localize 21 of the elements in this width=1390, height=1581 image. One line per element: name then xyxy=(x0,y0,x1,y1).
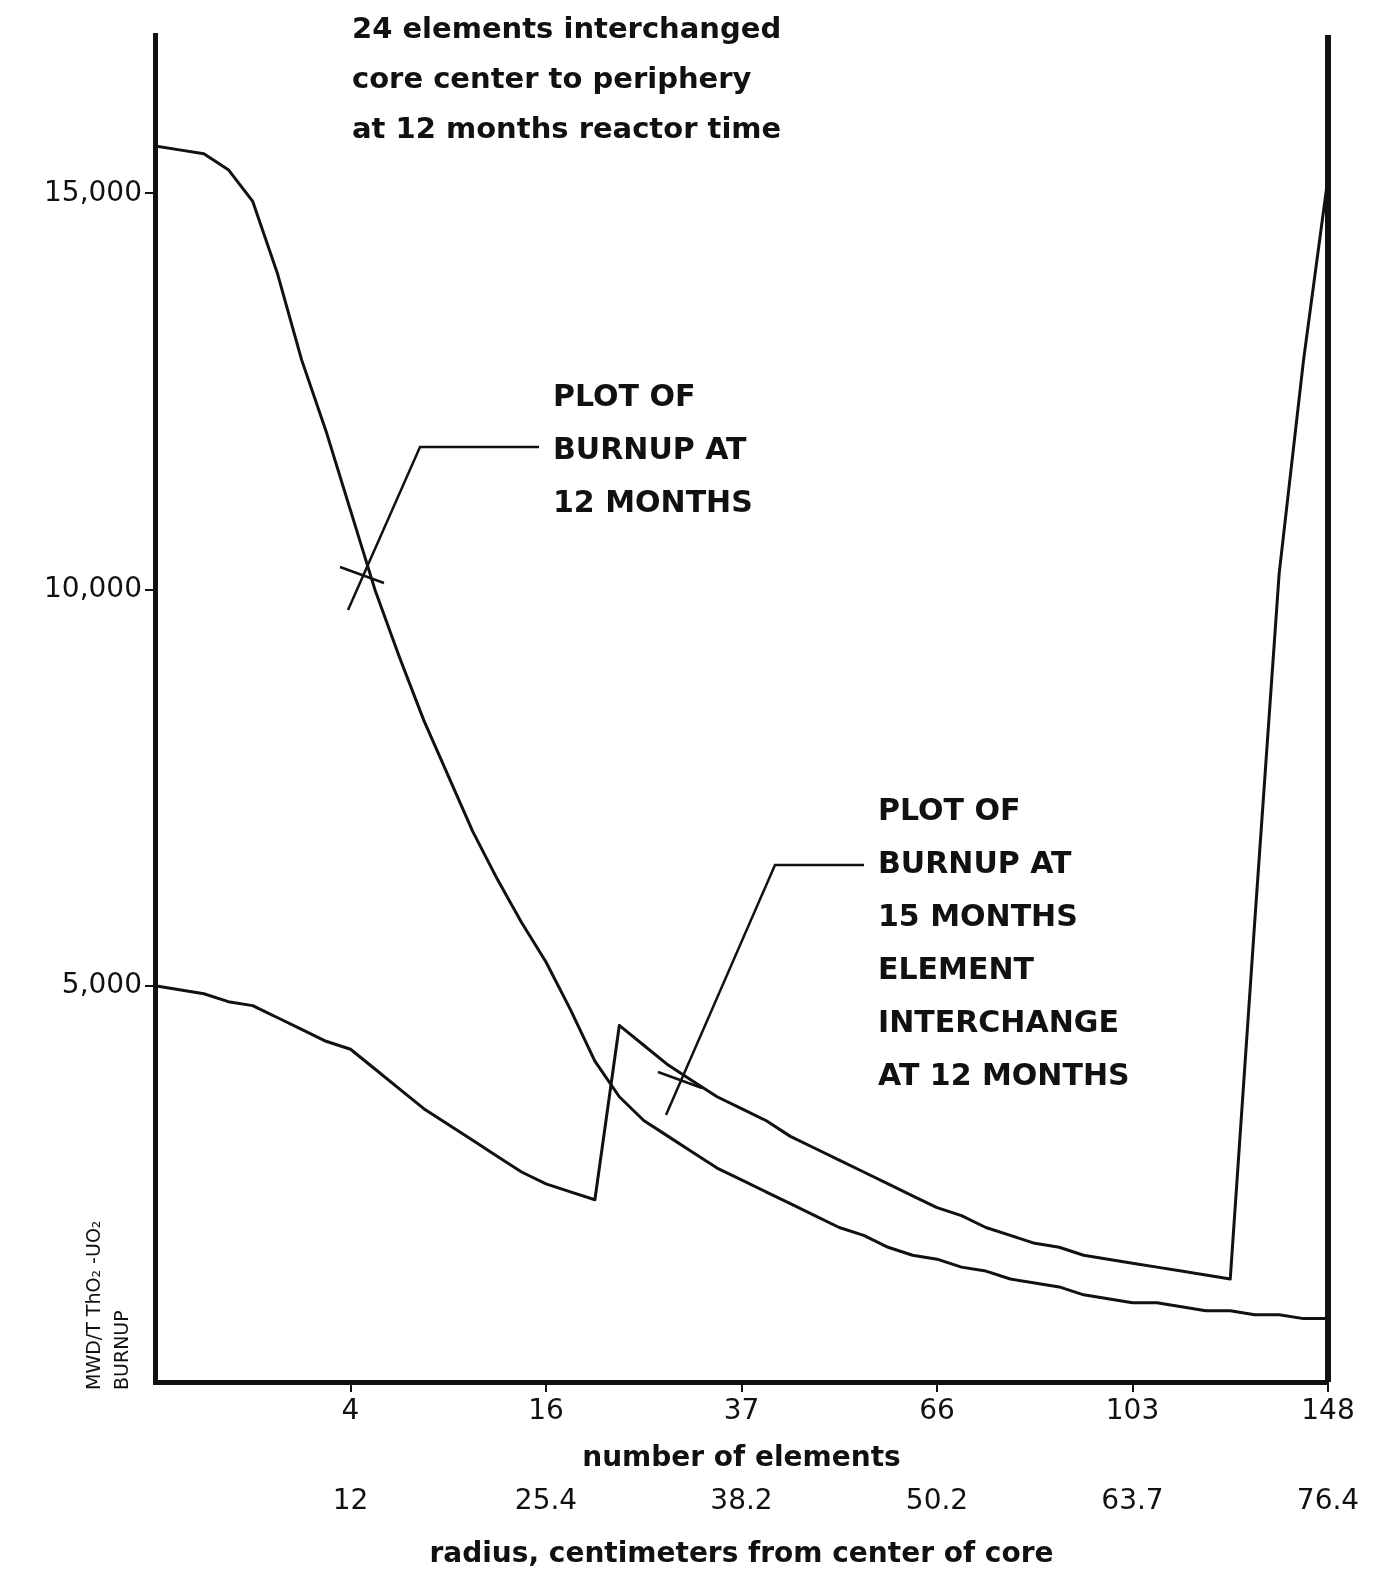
text: 12 xyxy=(332,1483,369,1517)
text: radius, centimeters from center of core xyxy=(429,1536,1054,1570)
y-tick-label: 15,000 xyxy=(44,174,142,208)
y-tick-label: 5,000 xyxy=(61,967,142,1001)
text: 25.4 xyxy=(514,1483,578,1517)
annotation: PLOT OF BURNUP AT 15 MONTHS ELEMENT INTERCHANGE AT 12 MONTHS xyxy=(878,791,1130,1092)
text: 50.2 xyxy=(905,1483,969,1517)
text: 24 elements interchanged core center to periphery at 12 months reactor time xyxy=(352,11,782,145)
text: 38.2 xyxy=(710,1483,773,1517)
y-tick-label: 10,000 xyxy=(44,570,142,604)
x-tick-label: 16 xyxy=(528,1393,564,1427)
annotation: PLOT OF BURNUP AT 12 MONTHS xyxy=(553,377,753,519)
x-tick-label: 103 xyxy=(1105,1393,1160,1427)
x-tick-label: 148 xyxy=(1301,1393,1355,1427)
text: 63.7 xyxy=(1101,1483,1164,1517)
x-tick-label: 66 xyxy=(919,1393,955,1427)
x-tick-label: 4 xyxy=(341,1393,360,1427)
x-axis-title: number of elements xyxy=(582,1440,901,1474)
x-tick-label: 37 xyxy=(723,1393,760,1427)
text: 76.4 xyxy=(1296,1483,1360,1517)
y-axis-title: MWD/T ThO₂ -UO₂ BURNUP xyxy=(82,1220,132,1390)
